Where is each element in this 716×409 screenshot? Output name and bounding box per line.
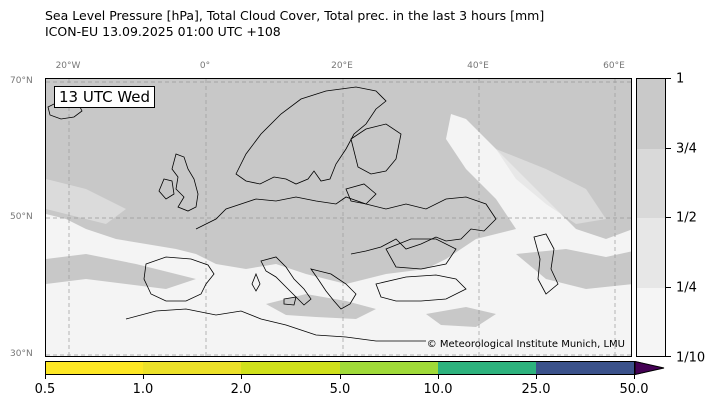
cc-label-1: 1 — [676, 71, 685, 87]
lon-label-20e: 20°E — [331, 61, 353, 71]
cc-segment-upper-mid — [637, 149, 665, 218]
lat-label-50n: 50°N — [10, 212, 33, 222]
lat-label-70n: 70°N — [10, 76, 33, 86]
lon-label-20w: 20°W — [55, 61, 81, 71]
cc-label-1-2: 1/2 — [676, 210, 697, 226]
precip-tick — [241, 375, 242, 379]
precip-label-1-0: 1.0 — [132, 382, 154, 397]
chart-subtitle: ICON-EU 13.09.2025 01:00 UTC +108 — [45, 24, 281, 39]
cc-label-1-4: 1/4 — [676, 280, 697, 296]
weather-map: 13 UTC Wed © Meteorological Institute Mu… — [45, 78, 632, 357]
cc-tick — [666, 78, 671, 79]
precip-label-2-0: 2.0 — [230, 382, 252, 397]
cc-segment-top — [637, 79, 665, 149]
map-canvas — [46, 79, 631, 356]
precip-tick — [340, 375, 341, 379]
precip-label-25-0: 25.0 — [521, 382, 551, 397]
precip-tick — [438, 375, 439, 379]
precip-bin-2 — [241, 361, 340, 375]
lon-label-60e: 60°E — [603, 61, 625, 71]
cc-tick — [666, 287, 671, 288]
precip-bin-4 — [438, 361, 536, 375]
precip-bin-5 — [536, 361, 635, 375]
precip-tick — [634, 375, 635, 379]
lon-label-40e: 40°E — [467, 61, 489, 71]
precip-tick — [536, 375, 537, 379]
precip-label-50-0: 50.0 — [619, 382, 649, 397]
precip-arrow-outline — [634, 361, 665, 375]
chart-title: Sea Level Pressure [hPa], Total Cloud Co… — [45, 8, 545, 23]
precip-colorbar — [45, 361, 665, 375]
cc-label-1-10: 1/10 — [676, 350, 706, 366]
copyright-notice: © Meteorological Institute Munich, LMU — [426, 339, 625, 350]
graticule — [46, 79, 631, 356]
cc-segment-bottom — [637, 288, 665, 356]
cloud-cover-colorbar — [636, 78, 666, 357]
cc-tick — [666, 356, 671, 357]
precip-tick — [45, 375, 46, 379]
cloud-field-thin — [46, 149, 606, 224]
valid-time-label: 13 UTC Wed — [54, 86, 156, 108]
precip-bin-0 — [45, 361, 143, 375]
precip-label-10-0: 10.0 — [423, 382, 453, 397]
cc-label-3-4: 3/4 — [676, 141, 697, 157]
lon-label-0: 0° — [199, 61, 211, 71]
precip-label-5-0: 5.0 — [329, 382, 351, 397]
precip-bin-3 — [340, 361, 438, 375]
cc-tick — [666, 148, 671, 149]
precip-label-0-5: 0.5 — [34, 382, 56, 397]
lat-label-30n: 30°N — [10, 349, 33, 359]
cc-segment-lower-mid — [637, 218, 665, 288]
cc-tick — [666, 217, 671, 218]
precip-bin-1 — [143, 361, 241, 375]
cloud-field — [46, 79, 631, 327]
precip-extend-arrow — [635, 361, 664, 375]
precip-tick — [143, 375, 144, 379]
